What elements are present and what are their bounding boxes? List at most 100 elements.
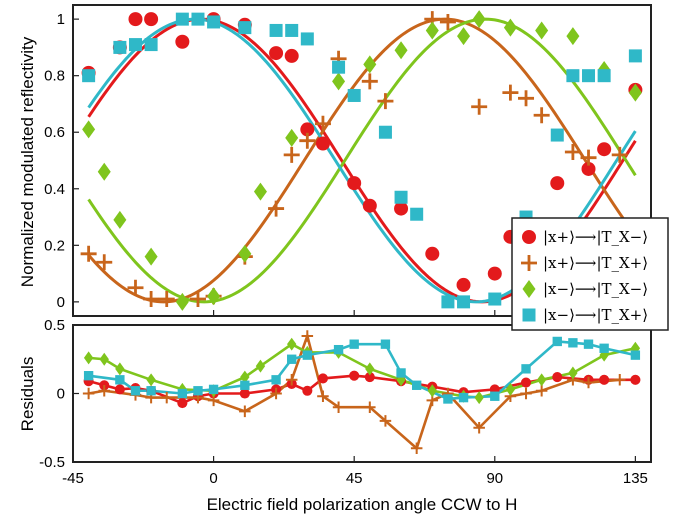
data-point-series-2 <box>518 90 535 107</box>
residual-point-series-4 <box>333 344 344 355</box>
data-point-series-3 <box>425 21 439 40</box>
residual-point-series-2 <box>613 374 626 386</box>
data-point-series-1 <box>362 198 377 213</box>
residual-point-series-4 <box>240 380 250 390</box>
residual-point-series-3 <box>99 352 109 366</box>
data-point-series-4 <box>300 32 314 46</box>
data-point-series-4 <box>332 60 346 74</box>
residual-point-series-2 <box>301 330 314 342</box>
residual-point-series-4 <box>130 386 141 396</box>
residual-point-series-4 <box>396 368 406 378</box>
data-point-series-1 <box>550 176 565 191</box>
legend-label-3: |x−⟩⟶|T_X−⟩ <box>543 280 648 298</box>
data-point-series-3 <box>566 27 580 46</box>
bottom-plot-area <box>82 330 641 455</box>
data-point-series-3 <box>113 210 127 229</box>
legend-box <box>511 217 669 331</box>
data-point-series-3 <box>253 182 267 201</box>
data-point-series-4 <box>628 49 642 63</box>
data-point-series-1 <box>394 201 409 216</box>
residual-point-series-1 <box>114 384 125 395</box>
residual-point-series-2 <box>98 385 111 397</box>
residual-point-series-2 <box>520 387 532 400</box>
legend-marker-4 <box>522 308 536 322</box>
data-point-series-3 <box>472 10 486 29</box>
data-point-series-3 <box>82 120 96 139</box>
legend-label-1: |x+⟩⟶|T_X−⟩ <box>543 228 648 246</box>
residual-point-series-4 <box>443 394 453 404</box>
residual-point-series-2 <box>285 374 298 386</box>
x-tick-label: 45 <box>346 470 363 487</box>
data-point-series-3 <box>285 128 299 147</box>
residual-point-series-3 <box>115 362 125 376</box>
residual-point-series-4 <box>490 391 500 401</box>
residual-point-series-4 <box>146 386 156 396</box>
top-y-tick-label: 0.6 <box>44 124 65 141</box>
data-point-series-1 <box>456 277 471 292</box>
residual-point-series-4 <box>83 371 94 381</box>
data-point-series-3 <box>207 287 221 306</box>
residual-point-series-3 <box>505 382 516 396</box>
residual-point-series-2 <box>504 390 517 403</box>
top-y-tick-label: 1 <box>57 11 65 28</box>
bottom-y-axis-label: Residuals <box>18 357 37 432</box>
data-point-series-2 <box>471 98 488 115</box>
residual-point-series-4 <box>411 380 422 390</box>
top-plot-area <box>80 10 643 311</box>
residual-point-series-4 <box>177 388 188 399</box>
residual-point-series-4 <box>521 364 531 374</box>
data-point-series-4 <box>488 292 502 306</box>
top-y-tick-label: 0.4 <box>44 181 65 198</box>
residual-point-series-2 <box>317 390 329 403</box>
data-point-series-2 <box>502 84 519 101</box>
residual-point-series-1 <box>349 370 360 381</box>
data-point-series-2 <box>330 50 347 67</box>
top-panel-frame <box>72 4 652 317</box>
data-point-series-2 <box>424 11 441 28</box>
x-tick-label: 0 <box>209 470 217 487</box>
bottom-y-tick-label: 0.5 <box>44 317 65 334</box>
residual-point-series-1 <box>364 372 375 383</box>
data-point-series-4 <box>207 15 221 29</box>
data-point-series-3 <box>503 18 517 37</box>
residual-point-series-2 <box>582 376 595 389</box>
data-point-series-4 <box>82 69 96 83</box>
data-point-series-2 <box>611 146 628 163</box>
data-point-series-2 <box>361 73 378 90</box>
data-point-series-2 <box>580 149 597 166</box>
data-point-series-4 <box>441 295 455 309</box>
data-point-series-3 <box>457 27 471 46</box>
legend-marker-3 <box>522 280 536 298</box>
data-point-series-1 <box>315 136 330 151</box>
residual-point-series-4 <box>115 375 125 385</box>
data-point-series-2 <box>564 144 581 161</box>
x-ticks: -45 0 45 90 135 <box>62 456 648 487</box>
residual-point-series-4 <box>583 339 594 349</box>
residual-point-series-4 <box>630 350 641 360</box>
residual-point-series-2 <box>192 391 204 404</box>
residual-point-series-3 <box>83 351 94 365</box>
residual-point-series-1 <box>317 373 328 384</box>
x-tick-label: -45 <box>62 470 84 487</box>
data-point-series-4 <box>191 12 205 26</box>
data-point-series-2 <box>439 13 456 30</box>
data-point-series-4 <box>113 40 127 54</box>
residual-point-series-4 <box>271 375 281 385</box>
residual-point-series-2 <box>332 401 345 413</box>
data-point-series-2 <box>283 146 300 163</box>
legend-label-2: |x+⟩⟶|T_X+⟩ <box>543 254 648 272</box>
data-point-series-1 <box>300 122 315 137</box>
data-point-series-3 <box>175 292 189 311</box>
residual-point-series-4 <box>552 336 562 347</box>
data-point-series-2 <box>189 291 206 308</box>
residual-point-series-1 <box>302 385 313 396</box>
data-point-series-1 <box>175 34 190 49</box>
data-point-series-2 <box>299 132 316 149</box>
data-point-series-1 <box>347 176 362 191</box>
data-point-series-4 <box>269 23 283 37</box>
residual-point-series-1 <box>630 374 641 385</box>
residual-point-series-4 <box>287 354 297 364</box>
residual-point-series-2 <box>145 391 157 404</box>
data-point-series-4 <box>550 128 564 142</box>
